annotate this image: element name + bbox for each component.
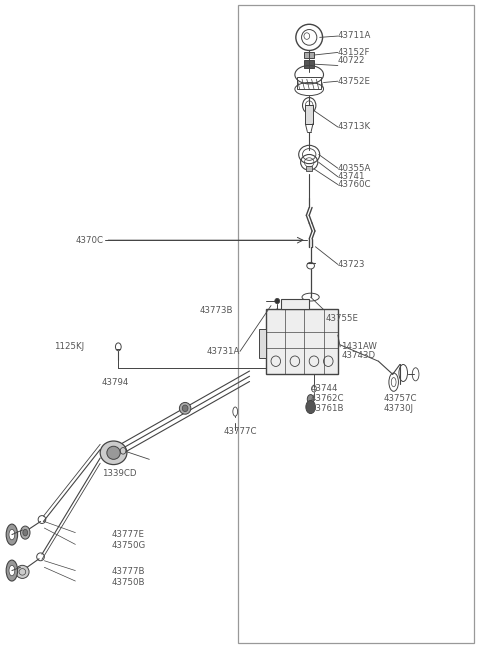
Text: 43730J: 43730J xyxy=(383,404,413,413)
Ellipse shape xyxy=(23,530,28,536)
Text: 43750B: 43750B xyxy=(111,578,144,587)
Bar xyxy=(297,78,321,89)
Text: 43777E: 43777E xyxy=(111,530,144,539)
Ellipse shape xyxy=(6,560,18,581)
Text: 43743D: 43743D xyxy=(341,351,375,361)
Text: 43711A: 43711A xyxy=(338,31,371,40)
Ellipse shape xyxy=(306,401,315,413)
Text: 1431AW: 1431AW xyxy=(341,342,377,351)
Ellipse shape xyxy=(16,565,29,578)
Text: 40355A: 40355A xyxy=(338,164,371,173)
Text: 43760C: 43760C xyxy=(338,180,372,189)
Text: 43744: 43744 xyxy=(311,384,338,393)
Bar xyxy=(304,60,314,68)
Text: 43752E: 43752E xyxy=(338,77,371,85)
Text: 43794: 43794 xyxy=(102,378,129,387)
Ellipse shape xyxy=(307,395,314,404)
Bar xyxy=(304,52,314,58)
Text: 1339CD: 1339CD xyxy=(102,469,136,478)
Ellipse shape xyxy=(107,446,120,459)
Text: 40722: 40722 xyxy=(338,56,365,65)
Bar xyxy=(259,328,266,358)
Text: 43750G: 43750G xyxy=(111,541,145,550)
Ellipse shape xyxy=(21,526,30,539)
Bar xyxy=(305,105,313,124)
Text: 4370C: 4370C xyxy=(75,236,103,244)
Text: 43713K: 43713K xyxy=(338,122,371,131)
Text: 43731A: 43731A xyxy=(206,347,240,356)
Ellipse shape xyxy=(180,403,191,414)
Bar xyxy=(306,166,312,171)
Text: 43741: 43741 xyxy=(338,172,365,181)
Text: 43755E: 43755E xyxy=(326,314,359,323)
Ellipse shape xyxy=(6,524,18,545)
Ellipse shape xyxy=(100,441,127,464)
Text: 1125KJ: 1125KJ xyxy=(54,342,84,351)
Text: 43777C: 43777C xyxy=(223,427,257,436)
Text: 43152F: 43152F xyxy=(338,48,371,57)
Bar xyxy=(281,299,309,309)
Text: 43761B: 43761B xyxy=(311,404,344,413)
Text: 43723: 43723 xyxy=(338,260,365,269)
Text: 43777B: 43777B xyxy=(111,568,144,576)
Text: 43757C: 43757C xyxy=(383,394,417,403)
Bar xyxy=(238,5,474,643)
Ellipse shape xyxy=(9,530,15,540)
Text: 43762C: 43762C xyxy=(311,394,344,403)
Bar xyxy=(266,309,338,374)
Text: 43773B: 43773B xyxy=(199,306,233,315)
Ellipse shape xyxy=(275,298,280,304)
Ellipse shape xyxy=(9,565,15,576)
Ellipse shape xyxy=(182,405,188,411)
Bar xyxy=(305,105,313,124)
